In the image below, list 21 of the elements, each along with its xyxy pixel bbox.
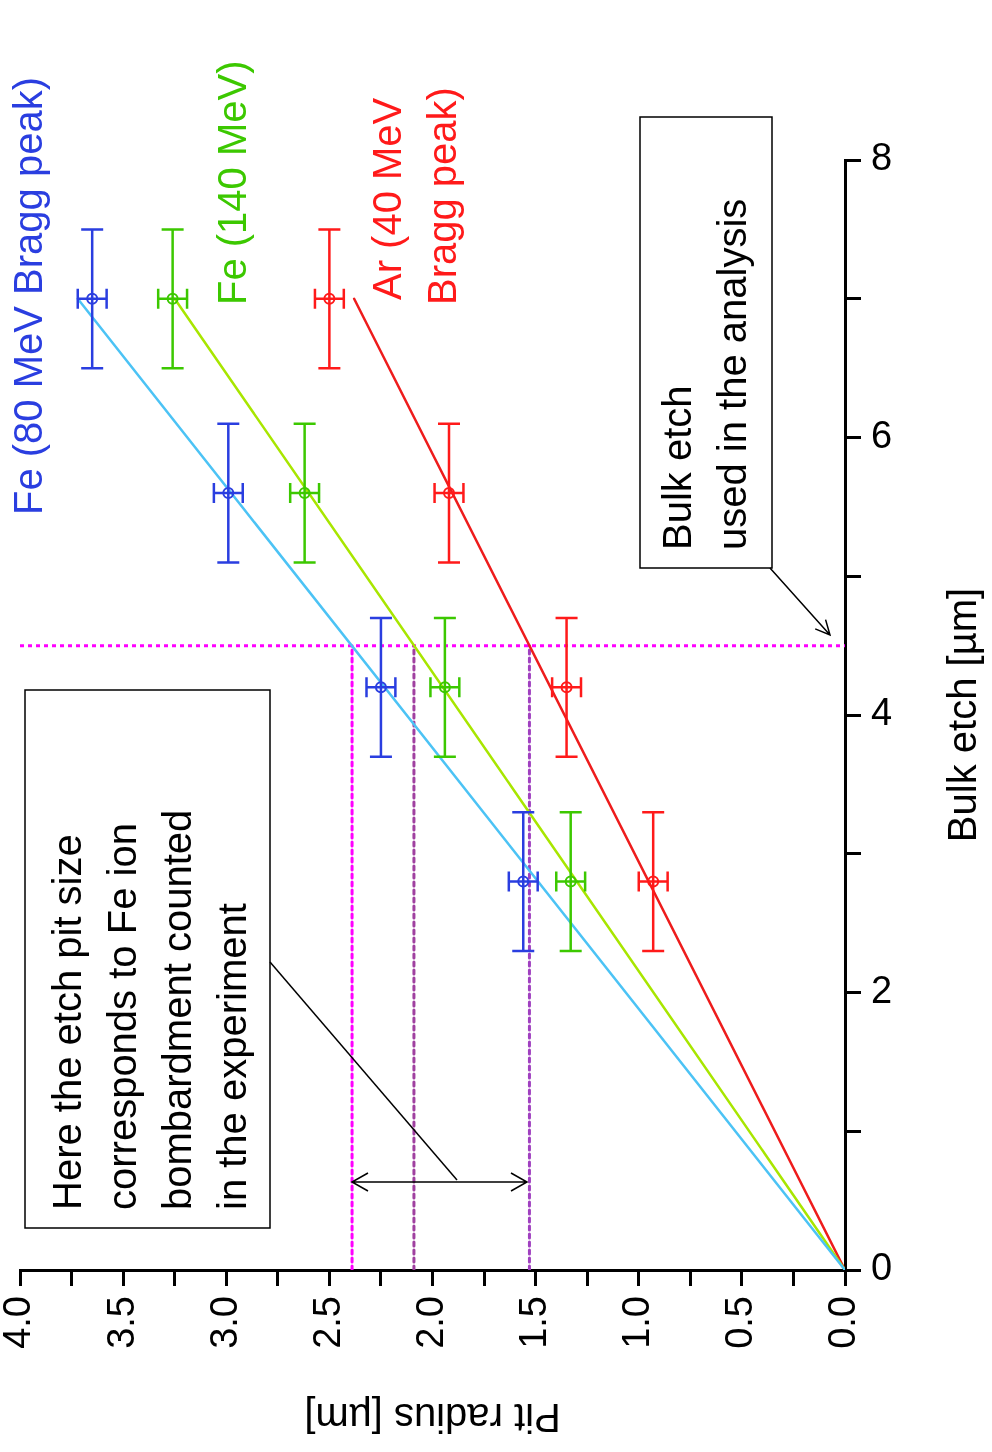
text: Ar (40 MeV Bragg peak): [365, 87, 465, 305]
x-axis-title: Pit radius [µm]: [304, 1395, 561, 1440]
y-tick-label: 0: [871, 1246, 893, 1289]
x-tick-label: 1.0: [615, 1296, 658, 1349]
text: Fe (140 MeV): [210, 60, 255, 305]
x-tick-label: 2.0: [408, 1296, 451, 1349]
y-axis-title: Bulk etch [µm]: [940, 587, 985, 843]
x-tick-label: 3.0: [202, 1296, 245, 1349]
annotation: Here the etch pit size corresponds to Fe ion bombardment counted in the experiment: [45, 809, 255, 1210]
text: Fe (80 MeV Bragg peak): [6, 77, 51, 515]
y-tick-label: 8: [871, 136, 893, 179]
x-tick-label: 4.0: [0, 1296, 39, 1349]
y-tick-label: 4: [871, 691, 893, 734]
x-tick-label: 0.0: [821, 1296, 864, 1349]
x-tick-label: 2.5: [305, 1296, 348, 1349]
y-tick-label: 6: [871, 413, 893, 456]
x-tick-label: 1.5: [512, 1296, 555, 1349]
x-tick-label: 3.5: [99, 1296, 142, 1349]
annotation: Bulk etch used in the analysis: [655, 198, 755, 550]
y-tick-label: 2: [871, 968, 893, 1011]
x-tick-label: 0.5: [718, 1296, 761, 1349]
